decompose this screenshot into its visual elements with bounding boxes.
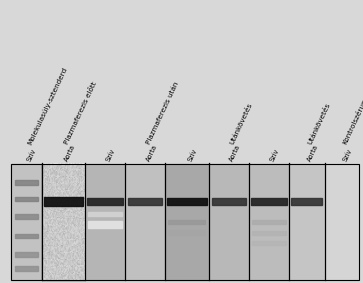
Bar: [42, 164, 85, 280]
Bar: [85, 164, 125, 280]
Bar: [325, 164, 359, 280]
Bar: [250, 198, 287, 205]
Text: Szív: Szív: [105, 148, 117, 163]
Bar: [128, 198, 162, 205]
Text: Kontrolszérum: Kontrolszérum: [342, 96, 363, 146]
Bar: [249, 164, 289, 280]
Bar: [44, 197, 83, 206]
Bar: [15, 252, 38, 257]
Text: Aorta: Aorta: [229, 144, 242, 163]
Bar: [15, 197, 38, 201]
Bar: [252, 241, 286, 245]
Bar: [212, 198, 246, 205]
Text: Plazmaferezis után: Plazmaferezis után: [145, 81, 180, 146]
Text: Szív: Szív: [342, 148, 353, 163]
Bar: [168, 220, 205, 224]
Bar: [252, 231, 286, 235]
Bar: [15, 180, 38, 185]
Text: Plazmaferezis előtt: Plazmaferezis előtt: [64, 81, 98, 146]
Bar: [165, 164, 209, 280]
Bar: [88, 221, 122, 228]
Text: Aorta: Aorta: [64, 144, 77, 163]
Bar: [15, 214, 38, 219]
Bar: [168, 230, 205, 235]
Text: Utánkövetés: Utánkövetés: [229, 102, 253, 146]
Bar: [167, 198, 207, 205]
Bar: [11, 164, 359, 280]
Text: Szív: Szív: [26, 148, 37, 163]
Text: Aorta: Aorta: [145, 144, 158, 163]
Text: Szív: Szív: [187, 148, 198, 163]
Bar: [209, 164, 249, 280]
Text: Aorta: Aorta: [307, 144, 320, 163]
Bar: [291, 198, 322, 205]
Text: Molekulasúly-sztenderd: Molekulasúly-sztenderd: [26, 66, 68, 146]
Bar: [15, 266, 38, 271]
Bar: [125, 164, 165, 280]
Bar: [168, 241, 205, 245]
Text: Utánkövetés: Utánkövetés: [307, 102, 331, 146]
Bar: [11, 164, 42, 280]
Bar: [15, 234, 38, 238]
Bar: [87, 198, 123, 205]
Bar: [88, 212, 122, 216]
Bar: [252, 220, 286, 224]
Bar: [289, 164, 325, 280]
Text: Szív: Szív: [269, 148, 280, 163]
